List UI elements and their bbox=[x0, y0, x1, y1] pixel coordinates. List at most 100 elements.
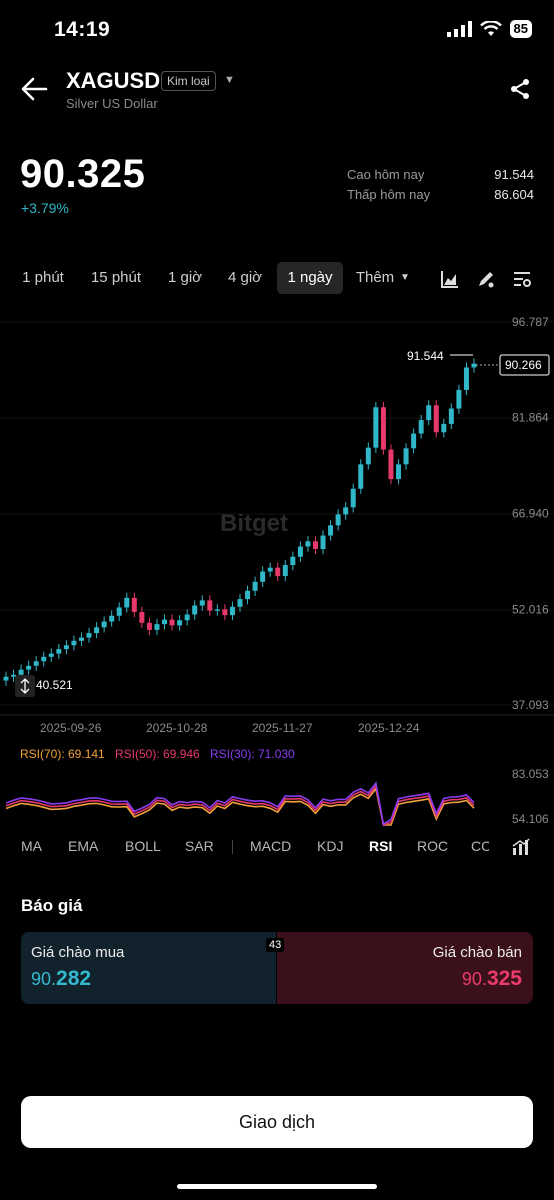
candle-body bbox=[3, 676, 9, 681]
candle-body bbox=[199, 600, 205, 606]
indicator-ema[interactable]: EMA bbox=[68, 838, 99, 854]
date-axis: 2025-09-26 2025-10-28 2025-11-27 2025-12-24 bbox=[40, 721, 420, 735]
watermark-text: Bitget bbox=[220, 510, 288, 537]
candle-body bbox=[222, 609, 228, 616]
timeframe-4h[interactable]: 4 giờ bbox=[227, 269, 263, 286]
current-price-tag: 90.266 bbox=[505, 358, 542, 372]
rsi-lines bbox=[5, 781, 475, 827]
candle-body bbox=[297, 546, 303, 557]
price-change: +3.79% bbox=[21, 200, 69, 216]
candle-body bbox=[229, 606, 235, 616]
indicator-sar[interactable]: SAR bbox=[185, 838, 214, 854]
high-marker: 91.544 bbox=[407, 349, 473, 363]
candle-body bbox=[41, 656, 47, 662]
price-axis: 96.787 81.864 66.940 52.016 37.093 bbox=[512, 315, 549, 712]
trade-button[interactable]: Giao dịch bbox=[21, 1096, 533, 1148]
high-value: 91.544 bbox=[494, 167, 534, 182]
candle-body bbox=[441, 423, 447, 433]
rsi30-legend: RSI(30): 71.030 bbox=[210, 747, 295, 761]
candle-body bbox=[109, 615, 115, 622]
candle-body bbox=[154, 624, 160, 630]
ask-price-suffix: 325 bbox=[486, 967, 522, 990]
candle-body bbox=[63, 645, 69, 650]
candle-body bbox=[48, 653, 54, 657]
date-axis-label: 2025-10-28 bbox=[146, 721, 208, 735]
candlestick-series bbox=[3, 358, 477, 686]
price-chart[interactable]: Bitget 96.787 81.864 66.940 52.016 37.093 20… bbox=[0, 305, 554, 830]
quote-section-title: Báo giá bbox=[21, 896, 83, 915]
symbol-subtitle: Silver US Dollar bbox=[66, 96, 158, 111]
symbol-title[interactable]: XAGUSD bbox=[66, 68, 161, 93]
candle-body bbox=[290, 556, 296, 566]
signal-icon bbox=[446, 21, 472, 37]
price-axis-label: 96.787 bbox=[512, 315, 549, 329]
candle-body bbox=[252, 581, 258, 591]
timeframe-1d[interactable]: 1 ngày bbox=[277, 262, 343, 294]
candle-body bbox=[471, 363, 477, 368]
timeframe-15m[interactable]: 15 phút bbox=[90, 269, 142, 286]
candle-body bbox=[237, 599, 243, 607]
share-icon[interactable] bbox=[509, 78, 531, 100]
indicator-rsi[interactable]: RSI bbox=[369, 838, 393, 854]
back-arrow-icon[interactable] bbox=[20, 76, 48, 102]
candle-body bbox=[358, 464, 364, 489]
candle-body bbox=[335, 514, 341, 526]
bid-label: Giá chào mua bbox=[31, 944, 125, 961]
candle-body bbox=[101, 621, 107, 628]
date-axis-label: 2025-11-27 bbox=[252, 721, 313, 735]
chart-settings-icon[interactable] bbox=[512, 269, 532, 289]
timeframe-1m[interactable]: 1 phút bbox=[22, 269, 64, 286]
indicator-roc[interactable]: ROC bbox=[417, 838, 449, 854]
candle-body bbox=[275, 567, 281, 576]
candle-body bbox=[78, 637, 84, 641]
rsi70-legend: RSI(70): 69.141 bbox=[20, 747, 105, 761]
candle-body bbox=[18, 669, 24, 675]
draw-tool-icon[interactable] bbox=[476, 269, 496, 289]
candle-body bbox=[139, 611, 145, 623]
candle-body bbox=[162, 619, 168, 625]
high-label: Cao hôm nay bbox=[347, 167, 425, 182]
low-marker-label: 40.521 bbox=[36, 678, 73, 692]
timeframe-more[interactable]: Thêm bbox=[355, 269, 395, 286]
candle-body bbox=[26, 665, 32, 670]
candle-body bbox=[116, 607, 122, 616]
timeframe-bar: 1 phút 15 phút 1 giờ 4 giờ 1 ngày Thêm ▼ bbox=[0, 262, 554, 296]
rsi-axis-low: 54.106 bbox=[512, 812, 549, 826]
date-axis-label: 2025-09-26 bbox=[40, 721, 102, 735]
candle-body bbox=[214, 609, 220, 611]
bid-panel[interactable] bbox=[21, 932, 276, 1004]
chart-type-icon[interactable] bbox=[440, 269, 460, 289]
spread-badge: 43 bbox=[266, 938, 285, 952]
ask-price: 90.325 bbox=[462, 967, 522, 991]
rsi-line bbox=[5, 786, 475, 826]
indicator-settings-icon[interactable] bbox=[511, 837, 531, 857]
candle-body bbox=[71, 640, 77, 646]
indicator-kdj[interactable]: KDJ bbox=[317, 838, 344, 854]
ask-panel[interactable] bbox=[277, 932, 533, 1004]
indicator-divider bbox=[232, 840, 233, 854]
indicator-ma[interactable]: MA bbox=[21, 838, 42, 854]
rsi-line bbox=[5, 784, 475, 827]
candle-body bbox=[448, 408, 454, 424]
timeframe-1h[interactable]: 1 giờ bbox=[167, 269, 203, 286]
indicator-macd[interactable]: MACD bbox=[250, 838, 292, 854]
indicator-boll[interactable]: BOLL bbox=[125, 838, 161, 854]
chevron-down-icon[interactable]: ▼ bbox=[224, 74, 235, 86]
price-axis-label: 52.016 bbox=[512, 602, 549, 616]
candle-body bbox=[463, 367, 469, 390]
candle-body bbox=[403, 448, 409, 465]
chevron-down-icon[interactable]: ▼ bbox=[400, 272, 410, 283]
candle-body bbox=[350, 488, 356, 508]
indicator-cc[interactable]: CC bbox=[471, 838, 489, 854]
rsi-axis-high: 83.053 bbox=[512, 767, 549, 781]
wifi-icon bbox=[479, 21, 502, 36]
candle-body bbox=[169, 619, 175, 626]
status-icons: 85 bbox=[446, 20, 532, 38]
candle-body bbox=[86, 633, 92, 638]
candle-body bbox=[207, 600, 213, 611]
candle-body bbox=[320, 535, 326, 550]
candle-body bbox=[124, 597, 130, 608]
price-axis-label: 37.093 bbox=[512, 698, 549, 712]
battery-indicator: 85 bbox=[509, 20, 532, 38]
candle-body bbox=[365, 447, 371, 465]
